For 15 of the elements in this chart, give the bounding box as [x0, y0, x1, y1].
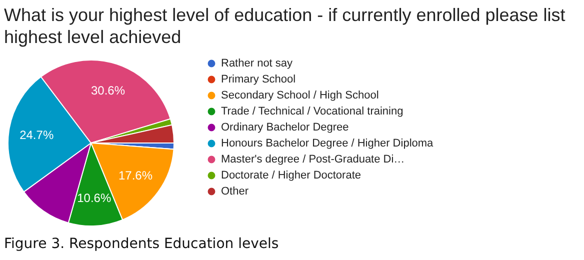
- legend-label: Doctorate / Higher Doctorate: [221, 170, 362, 182]
- legend-label: Honours Bachelor Degree / Higher Diploma: [221, 138, 434, 150]
- legend-label: Other: [221, 186, 249, 198]
- legend-label: Ordinary Bachelor Degree: [221, 122, 349, 134]
- legend-label: Trade / Technical / Vocational training: [221, 106, 404, 118]
- legend-label: Primary School: [221, 74, 296, 86]
- data-label: 24.7%: [20, 128, 54, 142]
- caption: Figure 3. Respondents Education levels: [4, 236, 279, 252]
- legend-label: Secondary School / High School: [221, 90, 379, 102]
- chart-title: What is your highest level of education - if currently enrolled please list highest level achieved: [4, 4, 566, 48]
- data-label: 10.6%: [77, 190, 112, 205]
- legend-label: Master's degree / Post-Graduate Di…: [221, 154, 405, 166]
- data-label: 17.6%: [118, 168, 153, 182]
- legend-label: Rather not say: [221, 58, 294, 70]
- data-label: 30.6%: [90, 84, 126, 98]
